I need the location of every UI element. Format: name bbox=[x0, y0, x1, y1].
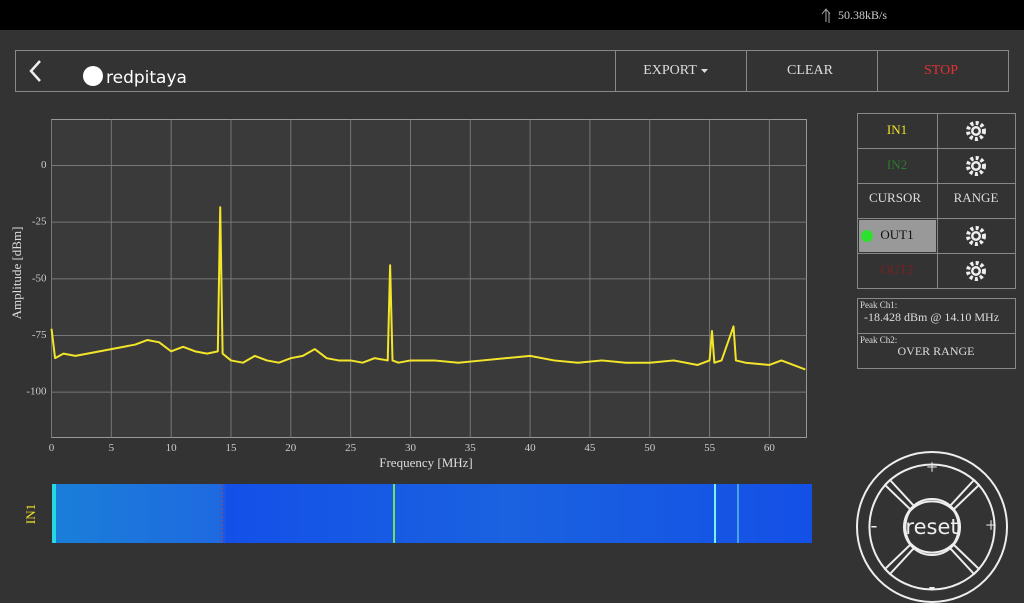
gear-hole bbox=[973, 233, 979, 239]
plot: 0 5 10 15 20 25 30 35 40 45 50 55 60 0 -25 -50 -75 -100 bbox=[26, 119, 807, 454]
out1-indicator bbox=[861, 230, 873, 242]
y-axis-label: Amplitude [dBm] bbox=[9, 227, 24, 320]
channel-panel: IN1 IN2 CURSOR RANGE OUT1 OUT2 bbox=[857, 113, 1016, 289]
out2-button[interactable]: OUT2 bbox=[880, 262, 913, 277]
settings-gear[interactable] bbox=[966, 226, 986, 246]
gear-hole bbox=[973, 268, 979, 274]
nav-left[interactable] bbox=[868, 478, 916, 576]
gear-hole bbox=[973, 128, 979, 134]
cursor-button[interactable]: CURSOR bbox=[869, 190, 921, 205]
panel-frame bbox=[857, 113, 1016, 289]
stop-button[interactable]: STOP bbox=[924, 63, 958, 78]
nav-down-label: - bbox=[929, 576, 936, 598]
y-tick-label: -25 bbox=[32, 216, 47, 228]
spectrum-line bbox=[50, 206, 806, 371]
logo-icon bbox=[83, 66, 103, 86]
nav-right[interactable] bbox=[948, 478, 996, 576]
reset-label: reset bbox=[905, 515, 958, 539]
header bbox=[15, 50, 1009, 92]
in2-button[interactable]: IN2 bbox=[887, 157, 907, 172]
y-tick-label: -75 bbox=[32, 329, 47, 341]
x-tick-label: 25 bbox=[345, 442, 357, 454]
gear-hole bbox=[973, 163, 979, 169]
in1-button[interactable]: IN1 bbox=[887, 122, 907, 137]
x-tick-label: 15 bbox=[225, 442, 237, 454]
x-tick-label: 55 bbox=[704, 442, 716, 454]
x-tick-label: 40 bbox=[525, 442, 537, 454]
peak-ch2-label: Peak Ch2: bbox=[860, 335, 897, 345]
export-button[interactable]: EXPORT bbox=[643, 63, 697, 78]
nav-pad bbox=[856, 451, 1008, 603]
x-tick-label: 30 bbox=[405, 442, 417, 454]
x-tick-label: 0 bbox=[49, 442, 55, 454]
logo: redpitaya bbox=[106, 68, 187, 88]
nav-up-label: + bbox=[926, 457, 937, 479]
nav-left-label: - bbox=[871, 515, 878, 537]
range-button[interactable]: RANGE bbox=[954, 190, 999, 205]
net-icon bbox=[821, 8, 831, 23]
y-tick-label: -50 bbox=[32, 272, 47, 284]
caret bbox=[701, 69, 708, 73]
back-button[interactable] bbox=[29, 60, 41, 82]
out1-button[interactable]: OUT1 bbox=[880, 227, 913, 242]
status-bar bbox=[0, 0, 1024, 30]
clear-button[interactable]: CLEAR bbox=[787, 63, 834, 78]
peak-ch1-label: Peak Ch1: bbox=[860, 300, 897, 310]
settings-gear[interactable] bbox=[966, 261, 986, 281]
settings-gear[interactable] bbox=[966, 156, 986, 176]
reset-button[interactable] bbox=[903, 498, 961, 556]
peak-ch2-value: OVER RANGE bbox=[898, 344, 975, 358]
y-tick-label: -100 bbox=[26, 386, 47, 398]
x-tick-label: 60 bbox=[764, 442, 776, 454]
x-tick-label: 45 bbox=[584, 442, 596, 454]
waterfall-edge bbox=[52, 484, 56, 543]
x-axis-label: Frequency [MHz] bbox=[379, 455, 473, 470]
x-tick-label: 20 bbox=[285, 442, 297, 454]
x-tick-label: 50 bbox=[644, 442, 656, 454]
nav-ring bbox=[856, 451, 1008, 603]
net-speed: 50.38kB/s bbox=[838, 8, 887, 22]
x-tick-label: 10 bbox=[166, 442, 178, 454]
x-tick-label: 35 bbox=[465, 442, 477, 454]
y-tick-label: 0 bbox=[41, 159, 47, 171]
settings-gear[interactable] bbox=[966, 121, 986, 141]
peak-ch1-value: -18.428 dBm @ 14.10 MHz bbox=[864, 310, 999, 324]
waterfall bbox=[52, 484, 812, 543]
waterfall-label: IN1 bbox=[23, 504, 38, 524]
x-tick-label: 5 bbox=[109, 442, 115, 454]
nav-right-label: + bbox=[985, 515, 996, 537]
